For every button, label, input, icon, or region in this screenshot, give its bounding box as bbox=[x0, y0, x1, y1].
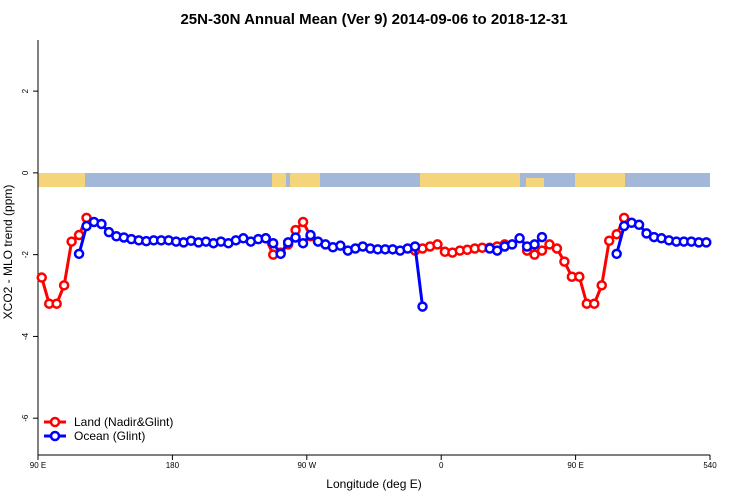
point bbox=[701, 237, 712, 248]
point bbox=[529, 239, 540, 250]
point bbox=[282, 237, 294, 248]
point bbox=[267, 237, 279, 249]
point bbox=[633, 219, 645, 231]
point bbox=[536, 231, 548, 243]
point bbox=[529, 249, 540, 260]
land-strip bbox=[575, 173, 625, 187]
y-tick-label: -2 bbox=[21, 251, 30, 259]
land-strip bbox=[290, 173, 320, 187]
point bbox=[305, 229, 316, 241]
y-tick-label: -4 bbox=[21, 332, 30, 340]
point bbox=[73, 248, 85, 260]
point bbox=[409, 241, 421, 252]
x-tick-label: 540 bbox=[703, 461, 717, 470]
series-line bbox=[526, 217, 626, 306]
point bbox=[611, 228, 622, 240]
point bbox=[81, 220, 92, 232]
point bbox=[596, 280, 607, 291]
x-tick-label: 90 W bbox=[297, 461, 316, 470]
point bbox=[290, 232, 301, 243]
x-tick-label: 90 E bbox=[567, 461, 583, 470]
legend-label: Ocean (Glint) bbox=[74, 429, 145, 443]
y-tick-label: 0 bbox=[21, 170, 30, 175]
point bbox=[432, 239, 443, 250]
chart-title: 25N-30N Annual Mean (Ver 9) 2014-09-06 t… bbox=[180, 11, 567, 28]
point bbox=[574, 271, 585, 282]
land-mask bbox=[38, 173, 710, 187]
x-axis-label: Longitude (deg E) bbox=[326, 477, 421, 491]
point bbox=[603, 235, 615, 247]
land-strip bbox=[420, 173, 520, 187]
point bbox=[103, 226, 115, 238]
point bbox=[589, 298, 600, 309]
legend-marker bbox=[49, 416, 61, 428]
x-tick-label: 180 bbox=[166, 461, 180, 470]
y-tick-label: -6 bbox=[21, 414, 30, 422]
point bbox=[491, 245, 503, 256]
point bbox=[544, 239, 555, 250]
y-axis-label: XCO2 - MLO trend (ppm) bbox=[1, 185, 15, 320]
x-tick-label: 90 E bbox=[30, 461, 46, 470]
land-strip bbox=[272, 173, 286, 187]
point bbox=[536, 245, 548, 256]
point bbox=[297, 237, 309, 249]
point bbox=[260, 233, 271, 244]
point bbox=[51, 298, 62, 309]
point bbox=[36, 272, 47, 283]
point bbox=[417, 301, 428, 312]
point bbox=[335, 240, 346, 251]
point bbox=[514, 233, 525, 244]
point bbox=[611, 248, 622, 260]
legend-label: Land (Nadir&Glint) bbox=[74, 415, 173, 429]
point bbox=[58, 280, 70, 291]
legend-marker bbox=[49, 430, 61, 442]
point bbox=[559, 256, 570, 267]
point bbox=[297, 216, 309, 228]
point bbox=[506, 239, 518, 250]
point bbox=[551, 243, 563, 254]
land-strip bbox=[526, 178, 544, 187]
land-strip bbox=[38, 173, 85, 187]
point bbox=[66, 236, 77, 247]
point bbox=[275, 248, 286, 260]
point bbox=[96, 218, 107, 230]
x-tick-label: 0 bbox=[439, 461, 444, 470]
y-tick-label: 2 bbox=[21, 88, 30, 93]
